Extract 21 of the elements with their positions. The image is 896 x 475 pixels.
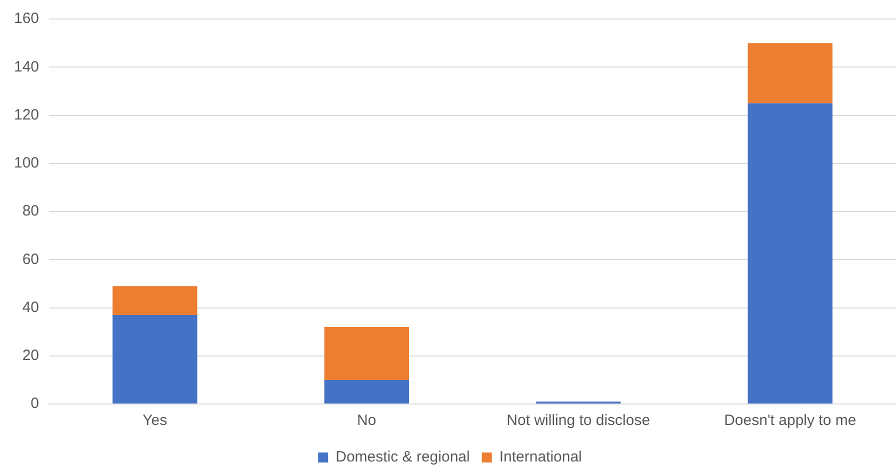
- bar: [748, 43, 832, 104]
- y-tick-label: 140: [14, 58, 40, 76]
- legend-label: Domestic & regional: [336, 448, 470, 466]
- y-tick-label: 120: [14, 106, 40, 124]
- y-tick-label: 20: [22, 347, 40, 364]
- bar: [112, 314, 198, 404]
- bar: [324, 327, 409, 380]
- legend-label: International: [499, 448, 582, 466]
- y-tick-label: 80: [22, 202, 40, 220]
- y-tick-label: 40: [22, 298, 40, 316]
- bar: [112, 286, 198, 315]
- y-tick-label: 100: [14, 154, 40, 172]
- x-tick-label: Not willing to disclose: [506, 412, 650, 430]
- x-tick-label: No: [357, 412, 376, 430]
- x-tick-label: Doesn't apply to me: [724, 412, 856, 430]
- y-tick-label: 0: [30, 395, 40, 412]
- y-tick-label: 60: [22, 250, 40, 268]
- bar: [748, 103, 832, 404]
- x-tick-label: Yes: [142, 412, 168, 430]
- y-tick-label: 160: [14, 10, 40, 28]
- bar: [324, 380, 409, 404]
